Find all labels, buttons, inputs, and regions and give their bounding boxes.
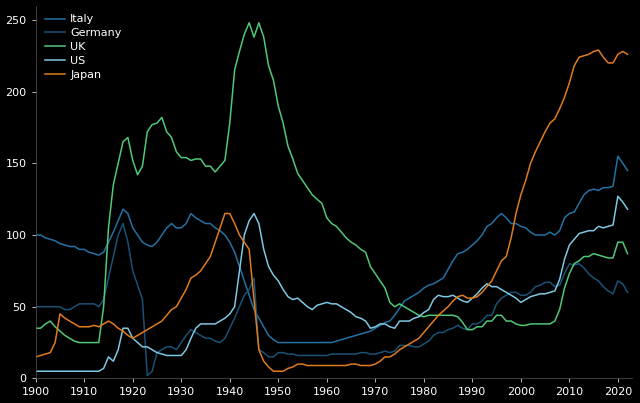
Germany bbox=[90, 301, 98, 306]
Japan bbox=[517, 193, 525, 197]
Germany bbox=[66, 307, 74, 312]
Line: UK: UK bbox=[36, 23, 628, 343]
Germany bbox=[143, 373, 151, 378]
Japan bbox=[100, 322, 108, 326]
Japan bbox=[595, 48, 602, 52]
Japan bbox=[32, 355, 40, 359]
US bbox=[289, 297, 297, 302]
Italy bbox=[294, 340, 301, 345]
Germany bbox=[522, 293, 529, 298]
Japan bbox=[66, 319, 74, 324]
Line: US: US bbox=[36, 196, 628, 371]
UK bbox=[32, 326, 40, 330]
US bbox=[614, 194, 621, 199]
Germany bbox=[100, 297, 108, 302]
UK bbox=[624, 251, 632, 256]
Italy bbox=[614, 154, 621, 158]
Italy bbox=[66, 244, 74, 249]
Italy bbox=[32, 233, 40, 237]
US bbox=[66, 369, 74, 374]
Italy bbox=[275, 340, 282, 345]
Germany bbox=[624, 290, 632, 295]
Germany bbox=[119, 221, 127, 226]
UK bbox=[66, 336, 74, 341]
Italy bbox=[202, 221, 209, 226]
Italy bbox=[90, 251, 98, 256]
UK bbox=[522, 323, 529, 328]
Italy bbox=[624, 168, 632, 173]
UK bbox=[104, 225, 112, 230]
Japan bbox=[624, 52, 632, 57]
Germany bbox=[211, 339, 219, 343]
US bbox=[624, 207, 632, 212]
Line: Japan: Japan bbox=[36, 50, 628, 371]
Japan bbox=[202, 261, 209, 266]
Japan bbox=[90, 323, 98, 328]
US bbox=[512, 296, 520, 301]
Japan bbox=[269, 369, 277, 374]
Legend: Italy, Germany, UK, US, Japan: Italy, Germany, UK, US, Japan bbox=[41, 11, 125, 83]
UK bbox=[245, 20, 253, 25]
Line: Italy: Italy bbox=[36, 156, 628, 343]
Italy bbox=[100, 250, 108, 255]
US bbox=[90, 369, 98, 374]
UK bbox=[207, 164, 214, 168]
UK bbox=[299, 178, 307, 183]
Germany bbox=[299, 353, 307, 358]
Italy bbox=[517, 224, 525, 229]
UK bbox=[76, 340, 83, 345]
Line: Germany: Germany bbox=[36, 224, 628, 376]
US bbox=[32, 369, 40, 374]
US bbox=[100, 366, 108, 371]
US bbox=[202, 322, 209, 326]
UK bbox=[95, 340, 102, 345]
Japan bbox=[294, 361, 301, 366]
Germany bbox=[32, 304, 40, 309]
